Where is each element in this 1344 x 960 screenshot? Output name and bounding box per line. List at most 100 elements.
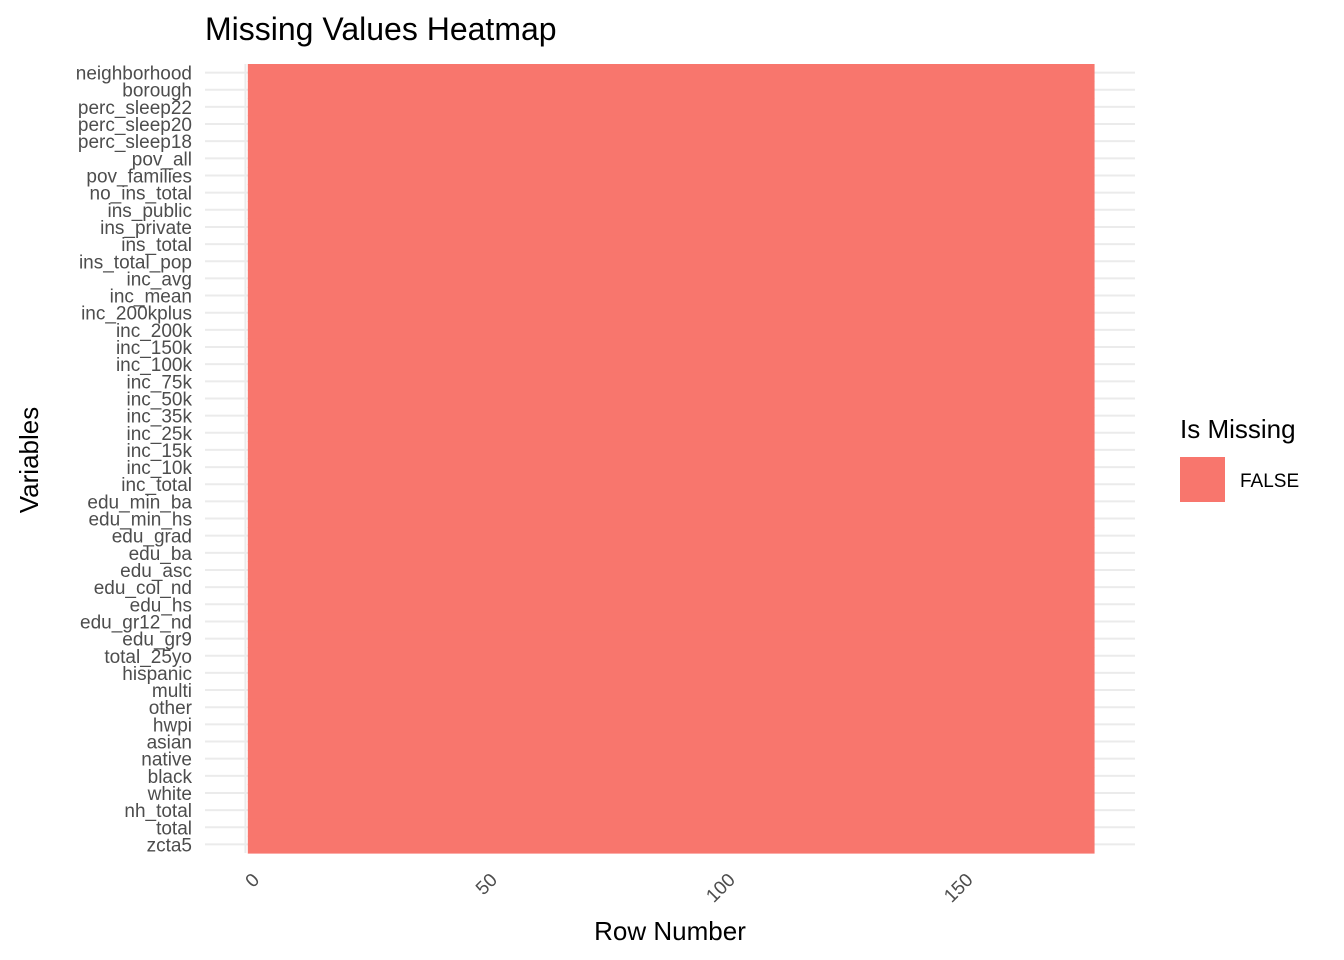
y-tick-label: inc_15k [127,441,193,462]
heatmap-tile-ins-public [247,201,1095,219]
heatmap-tile-edu-min-ba [247,492,1095,511]
heatmap-tile-hispanic [247,664,1095,683]
heatmap-tile-edu-gr12-nd [247,612,1095,631]
heatmap-tile-ins-private [247,218,1095,237]
heatmap-tile-white [247,784,1095,803]
heatmap-tile-inc-15k [247,441,1095,460]
heatmap-tile-no-ins-total [247,184,1095,202]
y-tick-label: edu_hs [130,595,192,616]
y-tick-label: neighborhood [76,64,192,85]
heatmap-tile-inc-total [247,475,1095,494]
y-tick-label: inc_150k [116,338,193,359]
heatmap-tiles [247,64,1095,854]
y-tick-label: ins_private [100,218,192,239]
heatmap-tile-native [247,750,1095,768]
y-tick-label: inc_200kplus [81,304,192,325]
y-tick-label: inc_total [121,475,192,496]
y-tick-label: edu_col_nd [94,578,192,599]
y-tick-label: inc_50k [127,389,193,410]
heatmap-tile-perc-sleep18 [247,132,1095,151]
heatmap-tile-inc-75k [247,372,1095,391]
y-tick-label: borough [122,81,192,102]
legend-title: Is Missing [1180,414,1296,444]
heatmap-tile-inc-25k [247,424,1095,442]
heatmap-tile-inc-200k [247,321,1095,340]
heatmap-tile-perc-sleep22 [247,98,1095,117]
heatmap-tile-ins-total [247,235,1095,254]
y-tick-label: other [149,698,193,719]
y-tick-label: inc_25k [127,424,193,445]
heatmap-tile-edu-asc [247,561,1095,580]
legend-label-false: FALSE [1240,471,1299,492]
heatmap-tile-hwpi [247,715,1095,734]
x-axis-tick-labels: 0 50 100 150 [242,870,978,907]
heatmap-tile-ins-total-pop [247,252,1095,271]
y-tick-label: inc_35k [127,407,193,428]
y-tick-label: perc_sleep20 [78,115,192,136]
y-tick-label: edu_gr12_nd [80,612,192,633]
x-tick-label: 100 [702,870,739,907]
y-tick-label: ins_total [121,235,192,256]
y-tick-label: edu_asc [120,561,192,582]
y-tick-label: edu_ba [129,544,193,565]
heatmap-tile-total-25yo [247,647,1095,665]
y-tick-label: hispanic [122,664,192,685]
y-tick-label: asian [147,733,192,754]
y-tick-label: inc_10k [127,458,193,479]
x-tick-label: 150 [940,870,977,907]
y-tick-label: perc_sleep18 [78,132,192,153]
heatmap-tile-neighborhood [247,64,1095,82]
y-axis-tick-labels: neighborhoodboroughperc_sleep22perc_slee… [76,64,193,857]
heatmap-tile-pov-families [247,166,1095,185]
heatmap-tile-total [247,818,1095,837]
y-tick-label: total_25yo [104,647,192,668]
y-tick-label: edu_min_hs [88,510,192,531]
y-tick-label: pov_families [86,166,192,187]
y-tick-label: pov_all [132,149,192,170]
y-tick-label: edu_min_ba [87,492,192,513]
y-tick-label: no_ins_total [90,184,192,205]
y-tick-label: native [141,750,192,771]
heatmap-tile-edu-ba [247,544,1095,563]
heatmap-tile-edu-grad [247,527,1095,545]
x-tick-label: 0 [242,870,264,892]
y-tick-label: edu_gr9 [122,630,192,651]
y-tick-label: ins_public [108,201,193,222]
heatmap-tile-inc-200kplus [247,304,1095,322]
heatmap-tile-inc-avg [247,269,1095,288]
heatmap-tile-inc-10k [247,458,1095,477]
chart-title: Missing Values Heatmap [205,11,557,47]
y-tick-label: ins_total_pop [79,252,192,273]
heatmap-tile-borough [247,81,1095,99]
y-tick-label: inc_75k [127,372,193,393]
y-tick-label: total [156,818,192,839]
heatmap-tile-edu-hs [247,595,1095,614]
heatmap-tile-black [247,767,1095,785]
heatmap-tile-asian [247,732,1095,751]
y-tick-label: inc_avg [127,269,193,290]
heatmap-tile-inc-mean [247,286,1095,305]
y-tick-label: inc_200k [116,321,193,342]
heatmap-tile-inc-100k [247,355,1095,374]
heatmap-tile-other [247,698,1095,717]
y-tick-label: black [148,767,193,788]
y-tick-label: inc_100k [116,355,193,376]
y-axis-title: Variables [14,407,44,513]
heatmap-tile-inc-35k [247,407,1095,425]
y-tick-label: edu_grad [112,527,192,548]
heatmap-tile-edu-min-hs [247,509,1095,528]
legend: Is Missing FALSE [1180,414,1299,502]
y-tick-label: inc_mean [110,287,192,308]
heatmap-tile-edu-gr9 [247,630,1095,648]
heatmap-tile-nh-total [247,801,1095,820]
heatmap-tile-edu-col-nd [247,578,1095,597]
y-tick-label: hwpi [153,715,192,736]
x-tick-label: 50 [472,870,502,900]
heatmap-tile-inc-50k [247,389,1095,408]
heatmap-tile-inc-150k [247,338,1095,357]
x-axis-title: Row Number [594,916,746,946]
heatmap-tile-perc-sleep20 [247,115,1095,134]
heatmap-tile-pov-all [247,149,1095,168]
y-tick-label: perc_sleep22 [78,98,192,119]
